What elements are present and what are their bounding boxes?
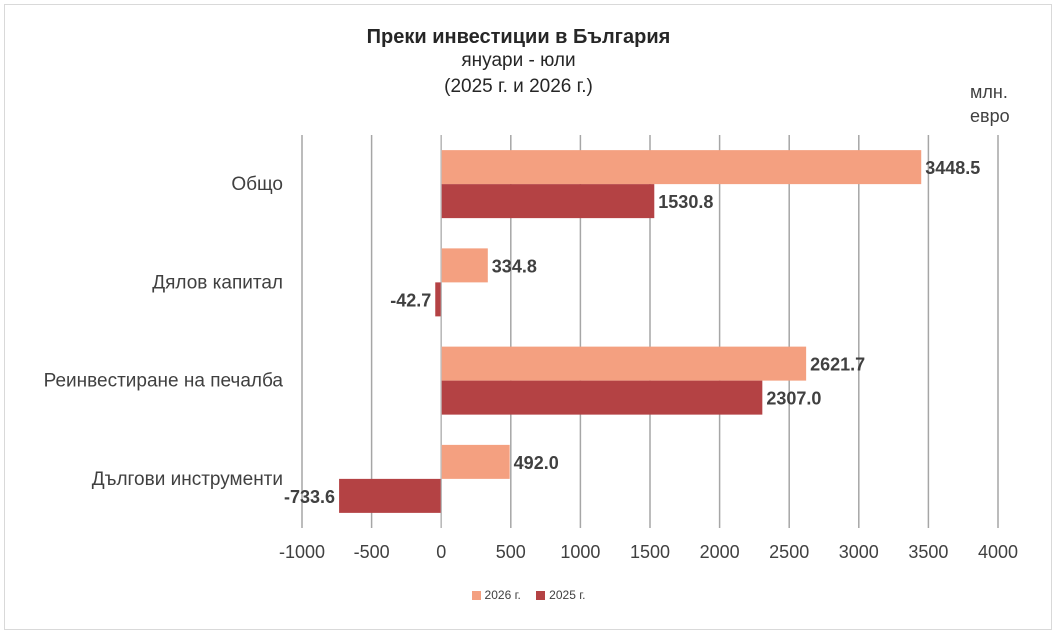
bar-2026: [441, 444, 510, 479]
x-tick-label: 1500: [630, 542, 670, 562]
legend-label-2025: 2025 г.: [549, 588, 586, 602]
chart-title: Преки инвестиции в България: [366, 26, 671, 48]
legend: 2026 г. 2025 г.: [0, 588, 1057, 602]
legend-label-2026: 2026 г.: [484, 588, 521, 602]
legend-swatch-2025: [536, 591, 546, 601]
data-label: -733.6: [284, 487, 335, 507]
unit-line-2: евро: [970, 106, 1010, 126]
x-tick-label: 3500: [908, 542, 948, 562]
data-label: 334.8: [492, 256, 537, 276]
x-tick-label: 2500: [769, 542, 809, 562]
x-tick-label: 4000: [978, 542, 1018, 562]
bar-2026: [441, 248, 488, 283]
x-tick-label: -1000: [279, 542, 325, 562]
data-label: 2621.7: [810, 355, 865, 375]
x-tick-label: 0: [436, 542, 446, 562]
unit-line-1: млн.: [970, 82, 1008, 102]
data-label: 1530.8: [658, 192, 713, 212]
legend-item-2026: 2026 г.: [471, 588, 521, 602]
legend-swatch-2026: [471, 591, 481, 601]
bar-2025: [339, 478, 442, 513]
bar-2025: [435, 282, 442, 317]
chart-frame: [4, 4, 1052, 630]
bar-2025: [441, 184, 655, 219]
data-label: 3448.5: [925, 158, 980, 178]
category-label: Дялов капитал: [152, 272, 283, 293]
x-tick-label: 1000: [560, 542, 600, 562]
category-label: Дългови инструменти: [92, 469, 283, 490]
x-tick-label: 500: [496, 542, 526, 562]
category-label: Общо: [231, 174, 283, 195]
data-label: 492.0: [514, 453, 559, 473]
chart-subtitle: януари - юли: [461, 50, 576, 71]
x-tick-label: -500: [354, 542, 390, 562]
chart-subtitle-years: (2025 г. и 2026 г.): [444, 76, 593, 97]
data-label: -42.7: [390, 290, 431, 310]
x-tick-label: 3000: [839, 542, 879, 562]
category-label: Реинвестиране на печалба: [44, 371, 284, 392]
bar-2025: [441, 380, 763, 415]
bar-2026: [441, 346, 807, 381]
legend-item-2025: 2025 г.: [536, 588, 585, 602]
data-label: 2307.0: [766, 389, 821, 409]
unit-label: млн. евро: [970, 80, 1030, 128]
bar-2026: [441, 150, 922, 185]
x-tick-label: 2000: [700, 542, 740, 562]
